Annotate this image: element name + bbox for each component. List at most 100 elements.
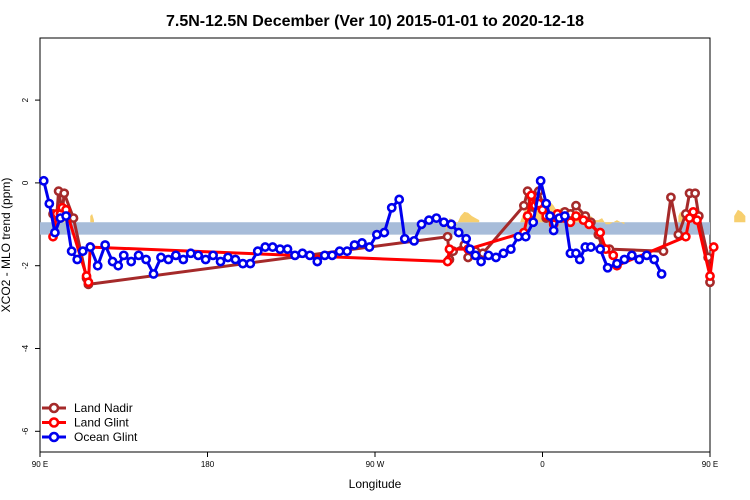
data-point-ocean-glint bbox=[126, 256, 137, 267]
data-point-ocean-glint bbox=[44, 198, 55, 209]
data-point-ocean-glint bbox=[61, 211, 71, 221]
chart-title: 7.5N-12.5N December (Ver 10) 2015-01-01 … bbox=[166, 13, 584, 30]
legend-label: Land Glint bbox=[74, 416, 129, 430]
data-point-ocean-glint bbox=[634, 254, 645, 265]
data-point-ocean-glint bbox=[304, 250, 315, 261]
data-point-ocean-glint bbox=[148, 269, 159, 279]
data-point-land-glint bbox=[692, 215, 702, 226]
data-point-land-nadir bbox=[463, 252, 473, 263]
data-point-ocean-glint bbox=[453, 227, 464, 238]
data-point-land-nadir bbox=[666, 192, 676, 203]
data-point-ocean-glint bbox=[66, 246, 77, 257]
data-point-ocean-glint bbox=[100, 240, 111, 250]
data-point-ocean-glint bbox=[371, 229, 382, 240]
data-point-ocean-glint bbox=[399, 233, 410, 244]
data-point-land-glint bbox=[444, 244, 455, 255]
reference-band bbox=[40, 222, 710, 235]
data-point-ocean-glint bbox=[200, 254, 211, 265]
data-point-land-glint bbox=[595, 227, 606, 238]
data-point-ocean-glint bbox=[342, 246, 352, 257]
data-point-ocean-glint bbox=[528, 217, 539, 228]
data-point-ocean-glint bbox=[141, 254, 151, 265]
data-point-ocean-glint bbox=[619, 254, 630, 265]
legend-swatch-marker bbox=[48, 402, 60, 414]
data-point-ocean-glint bbox=[491, 252, 501, 263]
data-point-land-glint bbox=[680, 231, 691, 242]
data-point-ocean-glint bbox=[379, 227, 390, 238]
data-point-ocean-glint bbox=[470, 250, 481, 261]
data-point-ocean-glint bbox=[113, 260, 124, 271]
data-point-ocean-glint bbox=[223, 252, 233, 263]
legend-item-land-glint: Land Glint bbox=[42, 416, 129, 430]
data-point-ocean-glint bbox=[260, 242, 271, 252]
data-point-ocean-glint bbox=[312, 256, 323, 267]
data-point-ocean-glint bbox=[38, 175, 49, 186]
y-axis: 2 0 -2 -4 -6 bbox=[21, 97, 40, 435]
data-point-ocean-glint bbox=[252, 246, 263, 257]
data-point-ocean-glint bbox=[230, 254, 241, 265]
legend-swatch-marker bbox=[48, 417, 60, 428]
data-point-ocean-glint bbox=[118, 250, 129, 261]
land-fill-region bbox=[445, 211, 480, 233]
data-point-land-glint bbox=[571, 211, 581, 221]
data-point-ocean-glint bbox=[649, 254, 660, 265]
data-point-ocean-glint bbox=[513, 231, 524, 242]
x-tick-label: 90 W bbox=[366, 460, 385, 469]
data-point-ocean-glint bbox=[595, 244, 606, 255]
data-point-ocean-glint bbox=[275, 244, 285, 255]
y-axis-label: XCO2 - MLO trend (ppm) bbox=[0, 178, 13, 313]
data-point-ocean-glint bbox=[349, 240, 360, 250]
data-point-ocean-glint bbox=[626, 250, 637, 261]
data-point-ocean-glint bbox=[416, 219, 427, 230]
data-point-ocean-glint bbox=[215, 256, 226, 267]
data-point-ocean-glint bbox=[72, 254, 83, 265]
y-tick-label: -4 bbox=[21, 344, 30, 352]
data-point-land-glint bbox=[608, 250, 619, 261]
data-point-ocean-glint bbox=[461, 233, 472, 244]
data-point-ocean-glint bbox=[319, 250, 330, 261]
data-point-ocean-glint bbox=[364, 242, 375, 252]
data-point-ocean-glint bbox=[133, 250, 144, 261]
legend-label: Land Nadir bbox=[74, 401, 133, 415]
data-point-ocean-glint bbox=[465, 244, 475, 255]
reference-band-rect bbox=[40, 222, 710, 235]
data-point-land-nadir bbox=[59, 188, 70, 199]
data-point-ocean-glint bbox=[282, 244, 293, 255]
data-point-ocean-glint bbox=[541, 198, 552, 209]
data-point-ocean-glint bbox=[559, 211, 570, 221]
data-point-land-nadir bbox=[571, 200, 581, 211]
y-tick-label: 2 bbox=[21, 97, 30, 102]
data-point-ocean-glint bbox=[178, 254, 189, 265]
data-point-ocean-glint bbox=[641, 250, 652, 261]
data-point-ocean-glint bbox=[520, 231, 531, 242]
data-point-ocean-glint bbox=[545, 211, 555, 221]
data-point-land-glint bbox=[526, 190, 537, 201]
data-point-ocean-glint bbox=[156, 252, 166, 263]
data-point-ocean-glint bbox=[498, 248, 509, 259]
data-point-ocean-glint bbox=[535, 175, 546, 186]
data-point-land-glint bbox=[708, 242, 719, 252]
data-point-ocean-glint bbox=[297, 248, 308, 259]
data-point-land-nadir bbox=[442, 231, 453, 242]
data-point-ocean-glint bbox=[185, 248, 196, 259]
x-axis-label: Longitude bbox=[349, 477, 402, 491]
data-point-ocean-glint bbox=[424, 215, 434, 226]
x-tick-label: 90 E bbox=[702, 460, 718, 469]
data-point-ocean-glint bbox=[290, 250, 300, 261]
data-point-ocean-glint bbox=[85, 242, 96, 252]
data-point-ocean-glint bbox=[431, 213, 442, 223]
legend-item-land-nadir: Land Nadir bbox=[42, 401, 133, 415]
land-fill-region bbox=[90, 213, 94, 223]
data-point-ocean-glint bbox=[245, 258, 256, 269]
data-point-ocean-glint bbox=[327, 250, 338, 261]
data-point-land-nadir bbox=[68, 213, 79, 223]
data-point-ocean-glint bbox=[170, 250, 181, 261]
data-point-ocean-glint bbox=[394, 194, 405, 205]
data-point-ocean-glint bbox=[49, 227, 60, 238]
data-point-ocean-glint bbox=[438, 217, 449, 228]
data-point-ocean-glint bbox=[193, 250, 204, 261]
data-point-ocean-glint bbox=[92, 260, 103, 271]
data-point-ocean-glint bbox=[237, 258, 248, 269]
